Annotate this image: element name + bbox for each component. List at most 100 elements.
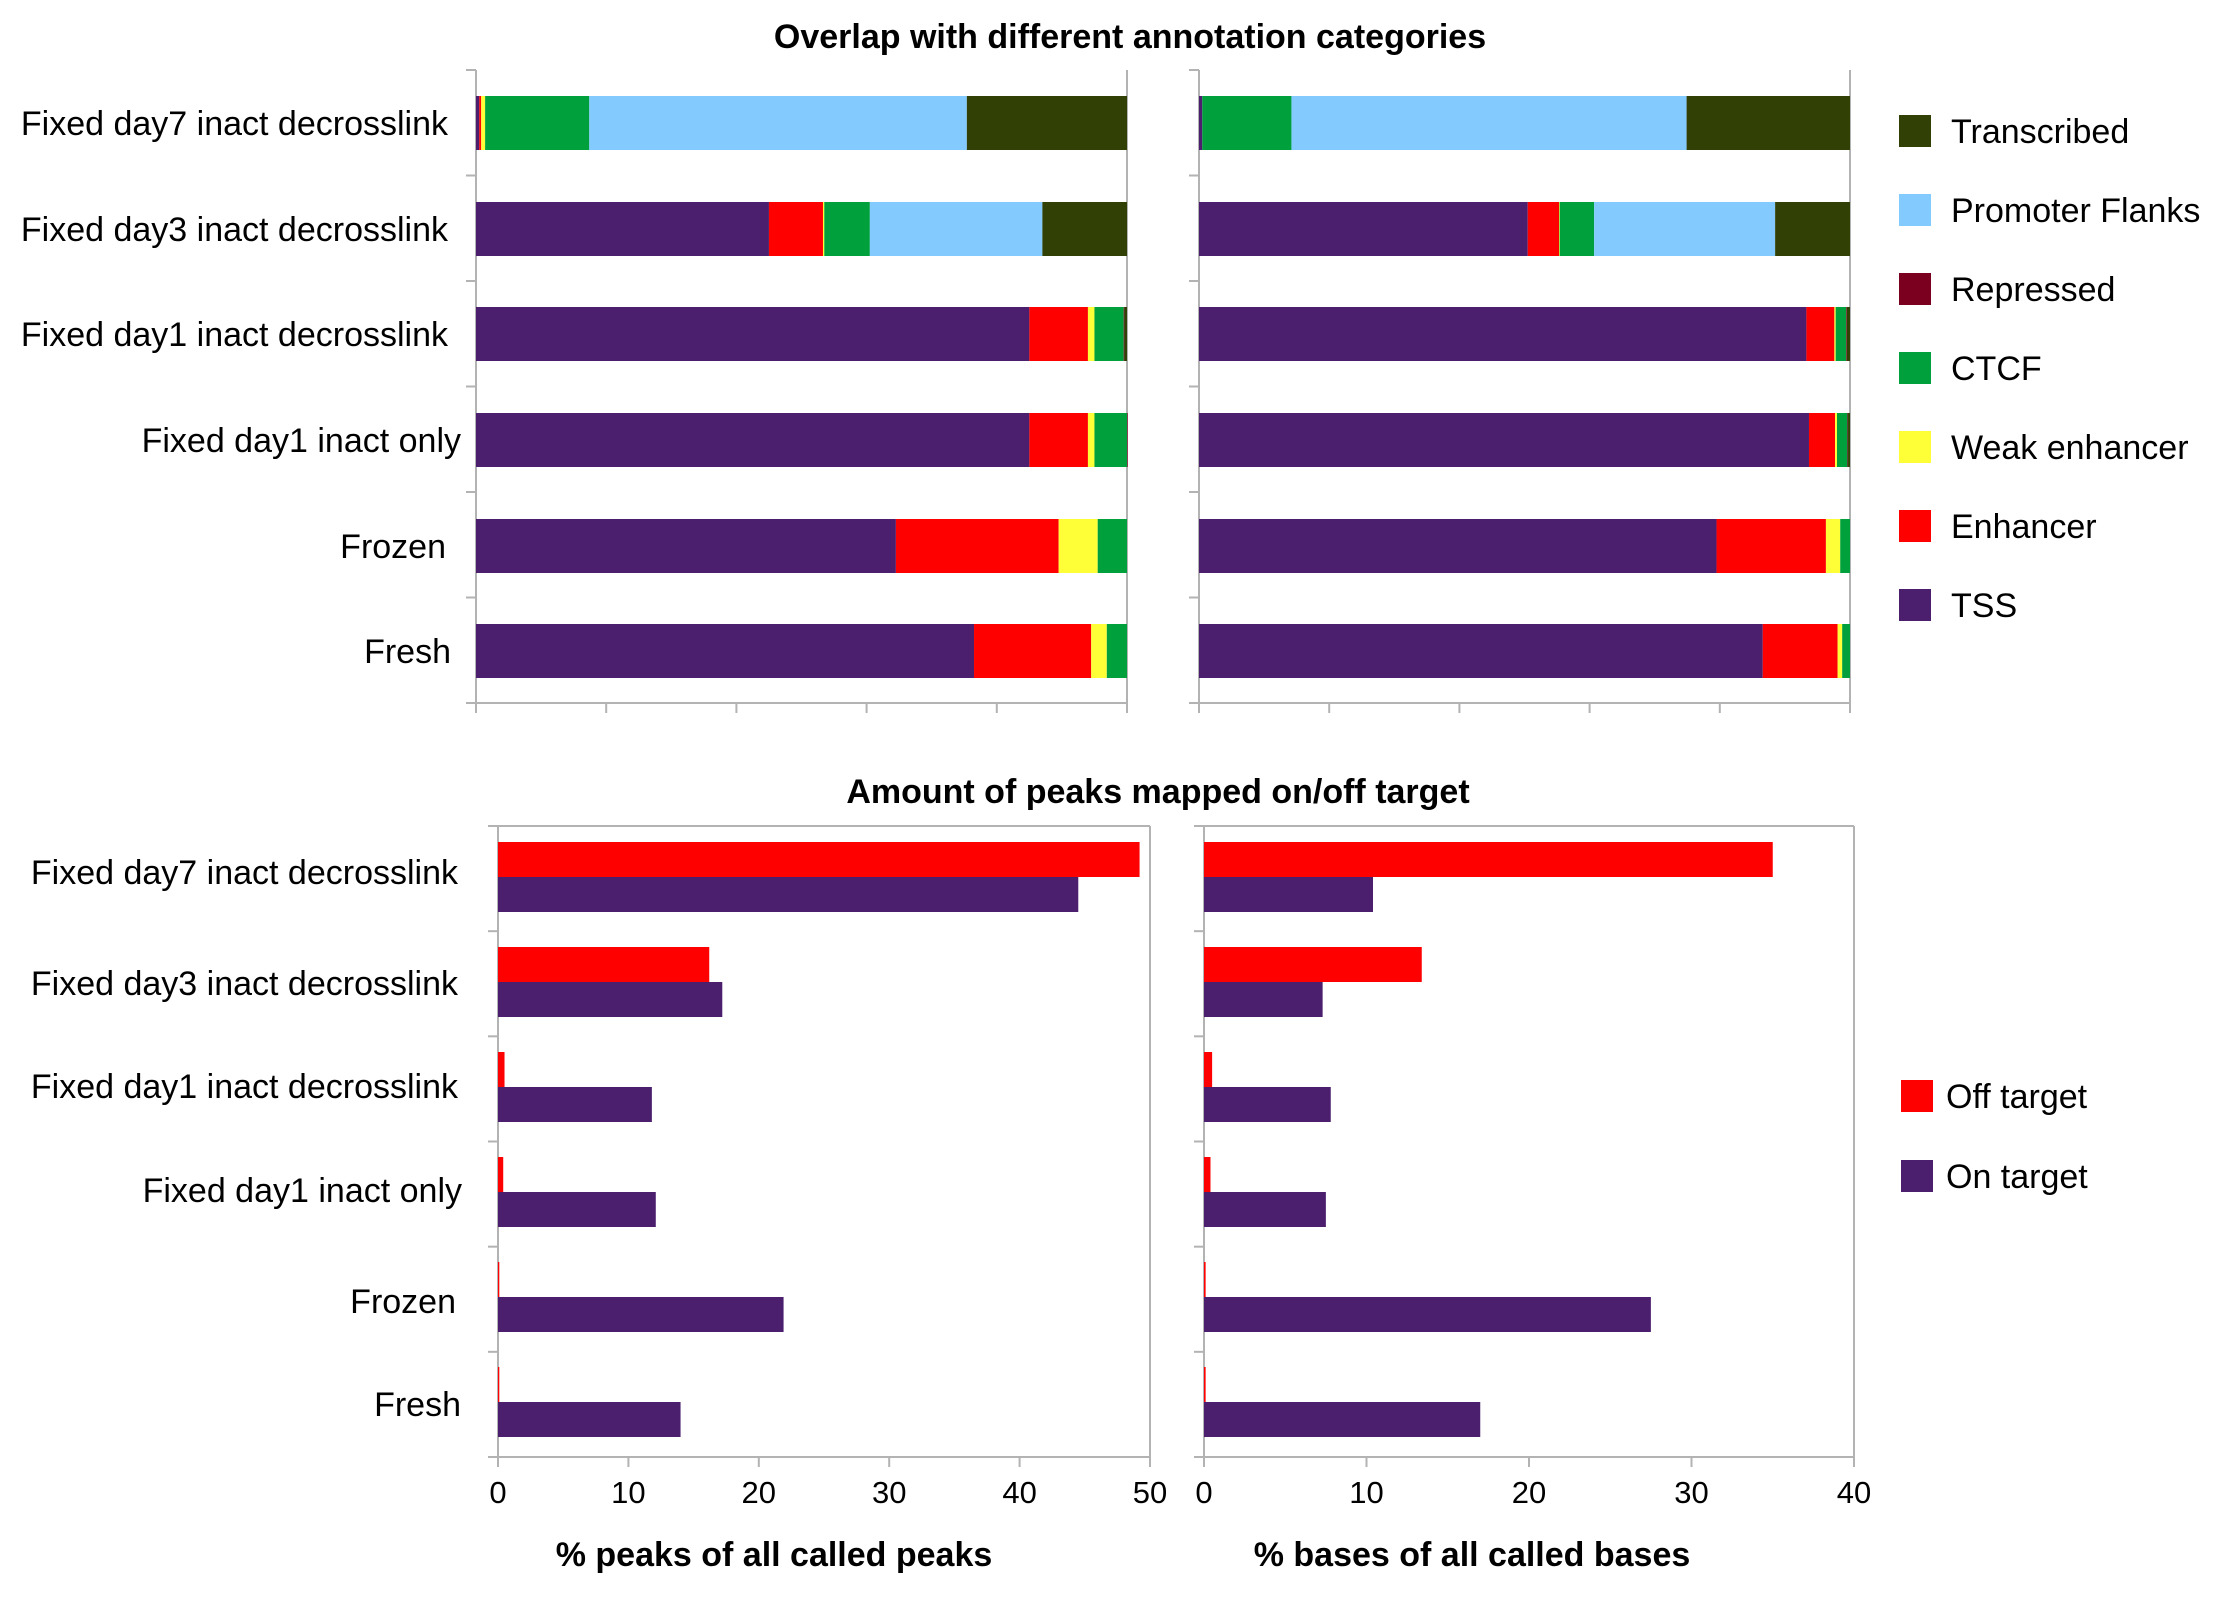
- bar-segment-ctcf: [1094, 413, 1127, 467]
- legend-item-ctcf: CTCF: [1899, 350, 2042, 388]
- bar-segment-weak-enhancer: [1559, 202, 1560, 256]
- bar-segment-ctcf: [1835, 307, 1847, 361]
- bar-segment-transcribed: [1124, 307, 1127, 361]
- bar-on-target: [1204, 877, 1373, 912]
- legend-item-weak-enhancer: Weak enhancer: [1899, 429, 2189, 467]
- bar-off-target: [498, 1367, 500, 1402]
- legend-swatch: [1899, 194, 1931, 226]
- bar-segment-tss: [476, 202, 769, 256]
- bar-on-target: [1204, 982, 1323, 1017]
- bar-segment-promoter-flanks: [1291, 96, 1687, 150]
- bar-segment-enhancer: [479, 96, 482, 150]
- legend-label: On target: [1946, 1158, 2088, 1196]
- bar-on-target: [498, 877, 1079, 912]
- bar-segment-weak-enhancer: [1087, 413, 1095, 467]
- category-label: Fresh: [364, 633, 451, 671]
- legend-label: Enhancer: [1951, 508, 2097, 546]
- legend-item-tss: TSS: [1899, 587, 2017, 625]
- bar-segment-ctcf: [485, 96, 590, 150]
- bar-off-target: [498, 1052, 505, 1087]
- bottom-right-x-axis-label: % bases of all called bases: [1254, 1536, 1691, 1574]
- x-tick-label: 40: [1837, 1475, 1871, 1510]
- bar-segment-ctcf: [1097, 519, 1127, 573]
- chart-marks: Fixed day7 inact decrosslink Fixed day3 i…: [21, 69, 2200, 1510]
- bar-segment-ctcf: [1094, 307, 1124, 361]
- bar-segment-weak-enhancer: [1837, 624, 1843, 678]
- bar-segment-tss: [476, 96, 480, 150]
- bar-segment-ctcf: [1202, 96, 1292, 150]
- x-tick-label: 20: [1512, 1475, 1546, 1510]
- legend-label: Weak enhancer: [1951, 429, 2189, 467]
- bar-segment-transcribed: [1846, 307, 1850, 361]
- bar-segment-tss: [476, 413, 1030, 467]
- category-label: Fixed day1 inact decrosslink: [21, 316, 449, 354]
- x-tick-label: 30: [1674, 1475, 1708, 1510]
- bar-segment-tss: [1199, 624, 1763, 678]
- bar-off-target: [498, 842, 1140, 877]
- legend-swatch: [1899, 273, 1931, 305]
- bar-segment-tss: [1199, 519, 1717, 573]
- bar-segment-transcribed: [1848, 413, 1850, 467]
- bar-segment-enhancer: [895, 519, 1059, 573]
- bar-segment-enhancer: [974, 624, 1092, 678]
- bar-off-target: [498, 1157, 504, 1192]
- bar-segment-promoter-flanks: [1594, 202, 1776, 256]
- x-tick-label: 40: [1002, 1475, 1036, 1510]
- category-label: Fixed day7 inact decrosslink: [21, 105, 449, 143]
- bar-segment-enhancer: [1716, 519, 1826, 573]
- x-tick-label: 20: [742, 1475, 776, 1510]
- legend-label: Transcribed: [1951, 113, 2129, 151]
- bar-segment-enhancer: [1806, 307, 1835, 361]
- legend-label: Off target: [1946, 1078, 2088, 1116]
- bar-segment-tss: [476, 519, 896, 573]
- category-label: Fixed day3 inact decrosslink: [21, 211, 449, 249]
- legend-item-off-target: Off target: [1901, 1078, 2088, 1116]
- bar-segment-enhancer: [1808, 413, 1836, 467]
- bar-segment-enhancer: [1029, 413, 1088, 467]
- legend-item-repressed: Repressed: [1899, 271, 2115, 309]
- legend-swatch: [1899, 352, 1931, 384]
- legend-swatch: [1901, 1160, 1933, 1192]
- category-label: Fixed day1 inact only: [143, 1172, 462, 1210]
- bar-segment-repressed: [1123, 307, 1125, 361]
- bar-segment-weak-enhancer: [1058, 519, 1098, 573]
- bar-on-target: [498, 1402, 681, 1437]
- category-label: Fixed day7 inact decrosslink: [31, 854, 459, 892]
- bar-segment-weak-enhancer: [481, 96, 486, 150]
- legend-item-enhancer: Enhancer: [1899, 508, 2097, 546]
- bar-off-target: [1204, 1367, 1206, 1402]
- x-tick-label: 0: [489, 1475, 506, 1510]
- bar-segment-promoter-flanks: [589, 96, 967, 150]
- top-chart-title: Overlap with different annotation catego…: [774, 18, 1486, 56]
- top-left-panel: Fixed day7 inact decrosslink Fixed day3 i…: [21, 69, 1128, 713]
- bar-segment-ctcf: [824, 202, 870, 256]
- bar-segment-ctcf: [1836, 413, 1848, 467]
- x-tick-label: 10: [1349, 1475, 1383, 1510]
- bar-segment-promoter-flanks: [869, 202, 1043, 256]
- bar-segment-weak-enhancer: [1835, 413, 1837, 467]
- bar-on-target: [498, 1087, 652, 1122]
- bar-on-target: [498, 982, 723, 1017]
- bar-segment-enhancer: [768, 202, 823, 256]
- bar-segment-enhancer: [1527, 202, 1560, 256]
- legend-item-on-target: On target: [1901, 1158, 2088, 1196]
- legend-label: CTCF: [1951, 350, 2042, 388]
- bar-segment-repressed: [1127, 413, 1128, 467]
- bar-segment-tss: [476, 624, 975, 678]
- bar-off-target: [1204, 947, 1422, 982]
- bar-off-target: [1204, 1262, 1206, 1297]
- bar-segment-tss: [1199, 413, 1809, 467]
- bar-segment-ctcf: [1559, 202, 1595, 256]
- bar-segment-tss: [1199, 96, 1203, 150]
- bottom-chart-title: Amount of peaks mapped on/off target: [846, 773, 1469, 811]
- category-label: Fixed day1 inact only: [142, 422, 461, 460]
- bar-on-target: [1204, 1192, 1326, 1227]
- bar-segment-tss: [1199, 202, 1528, 256]
- bar-segment-tss: [476, 307, 1030, 361]
- bar-segment-weak-enhancer: [1825, 519, 1841, 573]
- category-label: Fixed day3 inact decrosslink: [31, 965, 459, 1003]
- bar-segment-ctcf: [1106, 624, 1127, 678]
- legend-item-promoter-flanks: Promoter Flanks: [1899, 192, 2200, 230]
- category-label: Frozen: [340, 528, 446, 566]
